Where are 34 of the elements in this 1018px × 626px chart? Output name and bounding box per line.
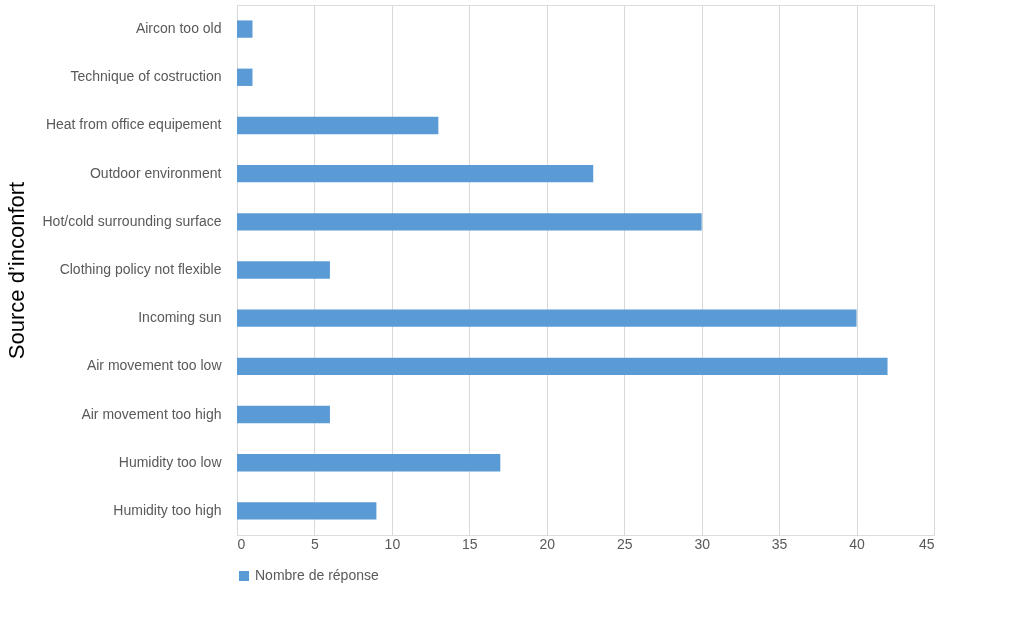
bar bbox=[237, 357, 888, 376]
x-tick-label: 45 bbox=[918, 535, 935, 552]
bar bbox=[237, 454, 501, 472]
y-tick-label: Air movement too high bbox=[81, 405, 222, 422]
bar bbox=[237, 502, 377, 520]
x-tick-label: 20 bbox=[539, 535, 556, 552]
y-tick-label: Aircon too old bbox=[135, 20, 222, 37]
bar bbox=[237, 309, 857, 327]
y-tick-label: Clothing policy not flexible bbox=[59, 261, 222, 277]
y-tick-label: Incoming sun bbox=[138, 309, 222, 326]
y-tick-label: Heat from office equipement bbox=[45, 116, 222, 133]
y-axis-title: Source d’inconfort bbox=[3, 181, 29, 360]
bar bbox=[237, 405, 330, 424]
legend-label: Nombre de réponse bbox=[255, 567, 379, 583]
x-tick-label: 5 bbox=[311, 535, 320, 552]
x-tick-label: 0 bbox=[237, 535, 246, 552]
bar bbox=[237, 68, 253, 86]
x-tick-label: 35 bbox=[771, 535, 788, 552]
y-tick-label: Technique of costruction bbox=[70, 68, 222, 85]
x-tick-label: 10 bbox=[384, 535, 401, 552]
x-tick-label: 25 bbox=[616, 535, 633, 552]
y-tick-label: Outdoor environment bbox=[89, 164, 222, 181]
y-tick-label: Hot/cold surrounding surface bbox=[42, 212, 222, 229]
bar bbox=[237, 20, 253, 38]
bar bbox=[237, 261, 330, 279]
y-tick-label: Humidity too low bbox=[118, 453, 223, 470]
y-tick-label: Humidity too high bbox=[113, 501, 222, 518]
x-tick-label: 30 bbox=[694, 535, 711, 552]
y-tick-label: Air movement too low bbox=[86, 357, 223, 374]
bar bbox=[237, 213, 702, 231]
bar bbox=[237, 164, 594, 183]
x-tick-label: 15 bbox=[462, 535, 478, 552]
bar bbox=[237, 116, 439, 135]
x-tick-label: 40 bbox=[849, 535, 866, 552]
